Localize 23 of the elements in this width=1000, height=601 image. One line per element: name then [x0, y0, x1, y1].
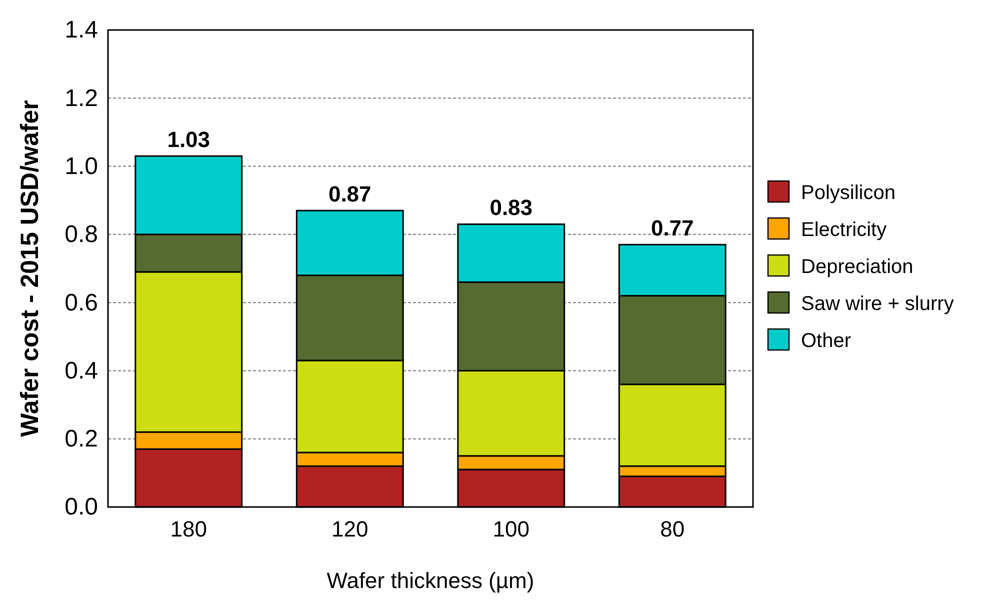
- y-tick-label: 1.0: [64, 152, 98, 180]
- y-tick-label: 0.4: [64, 357, 98, 384]
- x-tick-label: 80: [660, 516, 685, 542]
- total-label: 0.83: [490, 195, 533, 220]
- legend-label: Polysilicon: [801, 182, 896, 204]
- x-tick-label: 100: [492, 516, 530, 542]
- total-label: 1.03: [167, 127, 210, 152]
- y-tick-label: 0.2: [64, 426, 98, 453]
- x-tick-label: 120: [332, 516, 368, 542]
- legend-label: Other: [801, 330, 852, 352]
- total-label: 0.87: [328, 182, 372, 207]
- y-tick-label: 1.4: [64, 16, 98, 44]
- legend-label: Depreciation: [801, 256, 914, 278]
- legend-label: Electricity: [801, 219, 887, 241]
- x-axis-title: Wafer thickness (µm): [326, 568, 534, 593]
- total-label: 0.77: [650, 216, 694, 241]
- y-axis-title: Wafer cost - 2015 USD/wafer: [16, 100, 44, 437]
- legend-label: Saw wire + slurry: [801, 293, 954, 315]
- y-tick-label: 0.0: [64, 494, 98, 521]
- x-tick-label: 180: [170, 516, 207, 542]
- y-tick-label: 1.2: [64, 84, 98, 112]
- y-tick-label: 0.8: [64, 221, 98, 248]
- y-tick-label: 0.6: [64, 289, 98, 316]
